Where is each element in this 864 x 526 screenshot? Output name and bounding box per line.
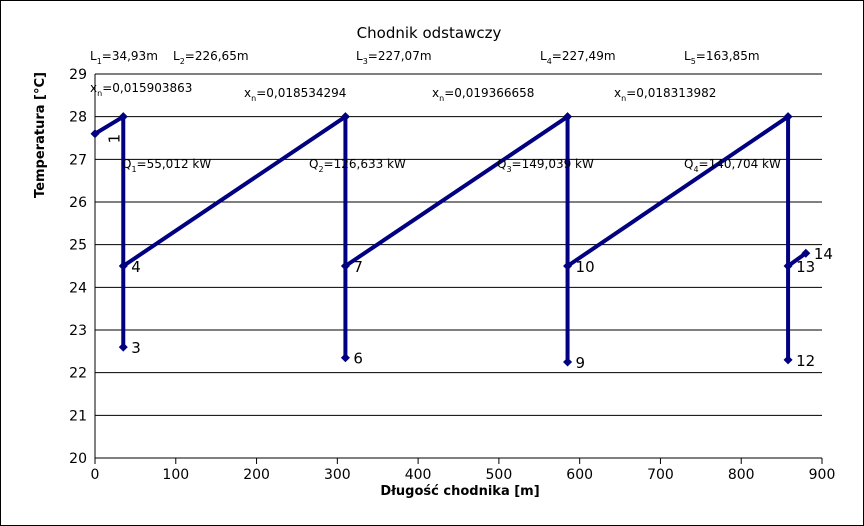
x-tick-label: 200 bbox=[243, 467, 270, 483]
data-point-marker bbox=[340, 353, 350, 363]
data-point-marker bbox=[118, 112, 128, 122]
data-point-marker bbox=[563, 357, 573, 367]
length-annotation: L5=163,85m bbox=[684, 49, 760, 66]
x-axis-title: Długość chodnika [m] bbox=[380, 484, 539, 499]
data-point-marker bbox=[801, 248, 811, 258]
point-label: 12 bbox=[796, 352, 815, 370]
data-point-marker bbox=[783, 355, 793, 365]
moisture-annotation: xn=0,018313982 bbox=[614, 86, 716, 103]
data-point-marker bbox=[563, 112, 573, 122]
y-tick-label: 24 bbox=[69, 280, 87, 296]
length-annotation: L3=227,07m bbox=[356, 49, 432, 66]
y-axis-title: Temperatura [°C] bbox=[33, 72, 48, 198]
data-point-marker bbox=[340, 112, 350, 122]
tick-labels: 20 21 22 23 24 25 26 27 28 29 0 100 200 300 400 500 600 7… bbox=[69, 67, 835, 483]
series-layer bbox=[90, 112, 811, 367]
data-point-marker bbox=[90, 129, 100, 139]
heat-annotation: Q2=126,633 kW bbox=[309, 157, 406, 174]
point-label: 9 bbox=[576, 354, 586, 372]
y-tick-label: 26 bbox=[69, 195, 87, 211]
grid-lines bbox=[95, 73, 822, 416]
chart-title: Chodnik odstawczy bbox=[357, 24, 502, 42]
y-tick-label: 22 bbox=[69, 366, 87, 382]
heat-annotation: Q3=149,039 kW bbox=[497, 157, 594, 174]
data-point-marker bbox=[118, 261, 128, 271]
y-tick-label: 25 bbox=[69, 238, 87, 254]
data-point-marker bbox=[563, 261, 573, 271]
moisture-annotation: xn=0,015903863 bbox=[90, 81, 192, 98]
length-annotation: L4=227,49m bbox=[540, 49, 616, 66]
point-label: 10 bbox=[576, 258, 595, 276]
x-tick-label: 700 bbox=[647, 467, 674, 483]
axes bbox=[94, 74, 823, 464]
x-tick-label: 100 bbox=[162, 467, 189, 483]
y-tick-label: 21 bbox=[69, 408, 87, 424]
y-tick-label: 20 bbox=[69, 451, 87, 467]
x-tick-label: 500 bbox=[486, 467, 513, 483]
length-annotation: L2=226,65m bbox=[173, 49, 249, 66]
point-label: 7 bbox=[353, 258, 363, 276]
point-label: 4 bbox=[131, 258, 141, 276]
data-point-marker bbox=[783, 261, 793, 271]
moisture-annotation: xn=0,019366658 bbox=[432, 86, 534, 103]
x-tick-label: 800 bbox=[728, 467, 755, 483]
heat-annotation: Q4=140,704 kW bbox=[684, 157, 781, 174]
y-tick-label: 29 bbox=[69, 67, 87, 83]
x-tick-label: 600 bbox=[566, 467, 593, 483]
point-label: 3 bbox=[131, 339, 141, 357]
y-tick-label: 23 bbox=[69, 323, 87, 339]
point-label: 1 bbox=[105, 134, 123, 144]
series-line bbox=[93, 114, 808, 364]
point-label: 14 bbox=[814, 245, 833, 263]
heat-annotation: Q1=55,012 kW bbox=[122, 157, 211, 174]
moisture-annotation: xn=0,018534294 bbox=[244, 86, 346, 103]
point-label: 13 bbox=[796, 258, 815, 276]
point-label: 6 bbox=[353, 350, 363, 368]
data-point-marker bbox=[783, 112, 793, 122]
data-point-marker bbox=[118, 342, 128, 352]
x-tick-label: 0 bbox=[91, 467, 100, 483]
x-tick-label: 300 bbox=[324, 467, 351, 483]
data-point-marker bbox=[340, 261, 350, 271]
y-tick-label: 28 bbox=[69, 110, 87, 126]
x-tick-label: 900 bbox=[809, 467, 836, 483]
y-tick-label: 27 bbox=[69, 152, 87, 168]
x-tick-label: 400 bbox=[405, 467, 432, 483]
length-annotation: L1=34,93m bbox=[90, 49, 158, 66]
